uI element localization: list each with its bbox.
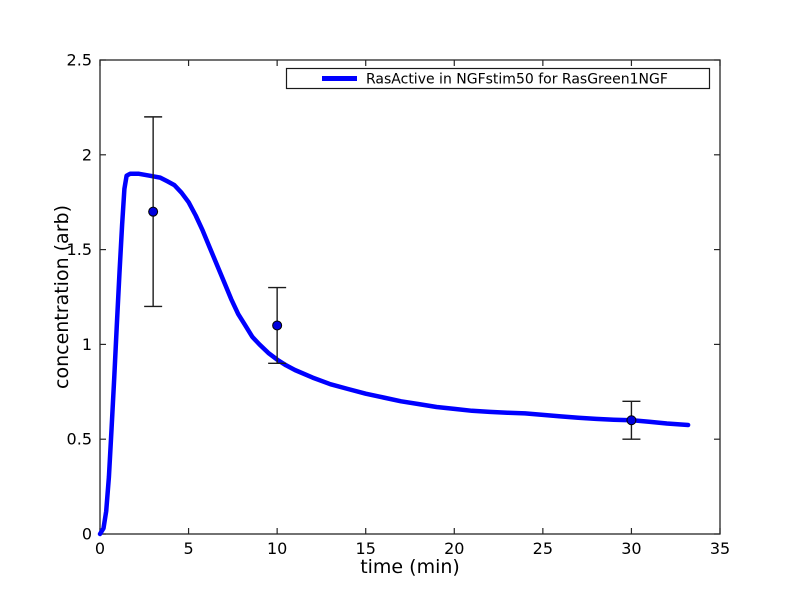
axes-layer: 0 5 10 15 20 25 30 35 0 0.5 1 1.5 2 2.5 [67,51,731,559]
data-point [268,286,287,365]
data-point [622,400,641,440]
legend-label: RasActive in NGFstim50 for RasGreen1NGF [366,72,668,88]
legend: RasActive in NGFstim50 for RasGreen1NGF [285,67,711,90]
x-tick-label: 10 [267,539,287,558]
y-tick-label: 1 [82,335,92,354]
data-point-marker [148,206,159,217]
data-point-marker [272,320,283,331]
model-curve [97,171,691,537]
legend-box [285,67,711,90]
y-tick-label: 0 [82,525,92,544]
x-axis-label: time (min) [360,556,460,578]
y-tick-label: 2 [82,145,92,164]
y-tick-label: 1.5 [67,240,92,259]
x-tick-label: 5 [183,539,193,558]
plot-spines [99,59,721,535]
x-tick-label: 30 [621,539,641,558]
x-tick-label: 20 [444,539,464,558]
x-tick-label: 35 [710,539,730,558]
series-layer [97,116,691,537]
x-tick-label: 15 [356,539,376,558]
data-point-marker [626,415,637,426]
x-tick-label: 0 [95,539,105,558]
data-point [144,116,163,308]
y-tick-label: 2.5 [67,51,92,70]
x-tick-label: 25 [533,539,553,558]
y-tick-label: 0.5 [67,430,92,449]
y-axis-label: concentration (arb) [51,205,73,389]
